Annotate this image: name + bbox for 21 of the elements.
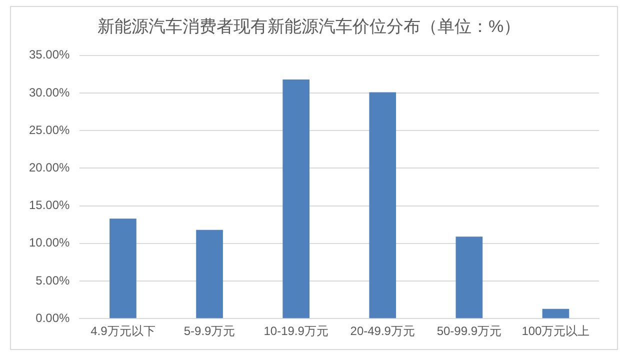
y-tick-label: 20.00%	[28, 160, 70, 175]
y-tick-label: 5.00%	[36, 273, 70, 288]
bar	[369, 92, 396, 318]
x-tick-label: 5-9.9万元	[184, 324, 236, 338]
y-tick-label: 30.00%	[28, 85, 70, 100]
bar	[456, 236, 483, 318]
y-tick-label: 10.00%	[28, 236, 70, 250]
y-tick-label: 35.00%	[28, 48, 70, 62]
x-tick-label: 50-99.9万元	[436, 324, 502, 338]
chart-title: 新能源汽车消费者现有新能源汽车价位分布（单位：%）	[97, 16, 521, 36]
bar	[282, 79, 310, 318]
bar	[196, 230, 223, 318]
y-tick-label: 15.00%	[28, 198, 70, 212]
x-tick-label: 4.9万元以下	[90, 324, 156, 338]
x-tick-label: 100万元以上	[522, 324, 590, 338]
bar	[542, 308, 570, 318]
y-tick-label: 0.00%	[36, 310, 70, 325]
bar	[110, 218, 136, 318]
x-tick-label: 10-19.9万元	[264, 324, 328, 338]
y-tick-label: 25.00%	[28, 122, 70, 137]
x-tick-label: 20-49.9万元	[350, 324, 415, 338]
